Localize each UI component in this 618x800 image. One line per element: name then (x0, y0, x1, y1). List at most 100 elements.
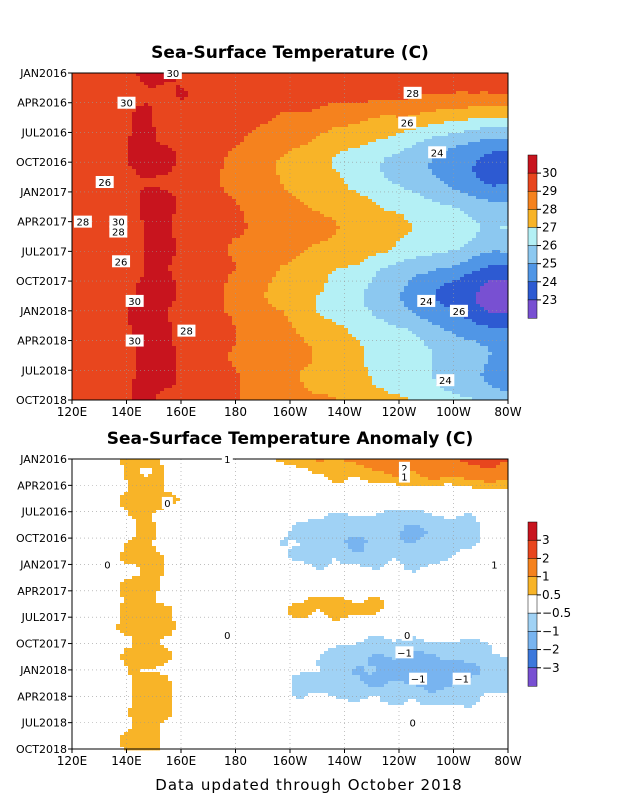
heatmap-cell (412, 139, 416, 142)
heatmap-cell (252, 157, 256, 160)
heatmap-cell (216, 142, 220, 145)
heatmap-cell (260, 112, 264, 115)
heatmap-cell (204, 136, 208, 139)
heatmap-cell (252, 76, 256, 79)
heatmap-cell (448, 82, 452, 85)
heatmap-cell (132, 184, 136, 187)
heatmap-cell (380, 85, 384, 88)
heatmap-cell (364, 151, 368, 154)
heatmap-cell (140, 208, 144, 211)
heatmap-cell (368, 145, 372, 148)
heatmap-cell (336, 112, 340, 115)
heatmap-cell (432, 136, 436, 139)
heatmap-cell (444, 94, 448, 97)
heatmap-cell (324, 136, 328, 139)
heatmap-cell (100, 202, 104, 205)
heatmap-cell (436, 184, 440, 187)
heatmap-cell (412, 103, 416, 106)
heatmap-cell (404, 172, 408, 175)
heatmap-cell (416, 205, 420, 208)
heatmap-cell (436, 79, 440, 82)
heatmap-cell (384, 136, 388, 139)
heatmap-cell (164, 109, 168, 112)
heatmap-cell (368, 85, 372, 88)
heatmap-cell (388, 109, 392, 112)
heatmap-cell (172, 97, 176, 100)
heatmap-cell (468, 154, 472, 157)
heatmap-cell (488, 115, 492, 118)
heatmap-cell (356, 178, 360, 181)
heatmap-cell (364, 97, 368, 100)
heatmap-cell (328, 199, 332, 202)
heatmap-cell (208, 196, 212, 199)
heatmap-cell (160, 205, 164, 208)
heatmap-cell (204, 133, 208, 136)
heatmap-cell (244, 166, 248, 169)
heatmap-cell (456, 175, 460, 178)
heatmap-cell (216, 139, 220, 142)
heatmap-cell (152, 115, 156, 118)
heatmap-cell (300, 112, 304, 115)
heatmap-cell (88, 196, 92, 199)
heatmap-cell (380, 106, 384, 109)
heatmap-cell (276, 139, 280, 142)
heatmap-cell (352, 82, 356, 85)
heatmap-cell (120, 166, 124, 169)
heatmap-cell (204, 172, 208, 175)
heatmap-cell (132, 208, 136, 211)
heatmap-cell (140, 169, 144, 172)
heatmap-cell (368, 196, 372, 199)
heatmap-cell (324, 133, 328, 136)
heatmap-cell (484, 103, 488, 106)
heatmap-cell (396, 184, 400, 187)
heatmap-cell (448, 193, 452, 196)
heatmap-cell (252, 193, 256, 196)
heatmap-cell (268, 154, 272, 157)
heatmap-cell (376, 139, 380, 142)
heatmap-cell (432, 205, 436, 208)
heatmap-cell (376, 160, 380, 163)
heatmap-cell (316, 160, 320, 163)
heatmap-cell (352, 124, 356, 127)
heatmap-cell (476, 127, 480, 130)
heatmap-cell (192, 142, 196, 145)
heatmap-cell (236, 94, 240, 97)
heatmap-cell (212, 88, 216, 91)
heatmap-cell (400, 130, 404, 133)
heatmap-cell (312, 136, 316, 139)
heatmap-cell (312, 121, 316, 124)
heatmap-cell (424, 97, 428, 100)
heatmap-cell (256, 121, 260, 124)
heatmap-cell (312, 154, 316, 157)
heatmap-cell (492, 142, 496, 145)
heatmap-cell (356, 106, 360, 109)
heatmap-cell (268, 139, 272, 142)
heatmap-cell (192, 202, 196, 205)
heatmap-cell (144, 193, 148, 196)
heatmap-cell (128, 130, 132, 133)
heatmap-cell (488, 94, 492, 97)
heatmap-cell (472, 76, 476, 79)
heatmap-cell (440, 121, 444, 124)
heatmap-cell (120, 169, 124, 172)
heatmap-cell (304, 115, 308, 118)
heatmap-cell (188, 88, 192, 91)
heatmap-cell (228, 118, 232, 121)
heatmap-cell (384, 184, 388, 187)
heatmap-cell (460, 175, 464, 178)
heatmap-cell (396, 154, 400, 157)
heatmap-cell (244, 94, 248, 97)
heatmap-cell (456, 127, 460, 130)
heatmap-cell (348, 109, 352, 112)
heatmap-cell (460, 142, 464, 145)
heatmap-cell (484, 88, 488, 91)
heatmap-cell (484, 139, 488, 142)
heatmap-cell (168, 202, 172, 205)
heatmap-cell (156, 199, 160, 202)
heatmap-cell (204, 175, 208, 178)
heatmap-cell (488, 160, 492, 163)
heatmap-cell (152, 202, 156, 205)
heatmap-cell (120, 163, 124, 166)
heatmap-cell (172, 118, 176, 121)
heatmap-cell (148, 157, 152, 160)
